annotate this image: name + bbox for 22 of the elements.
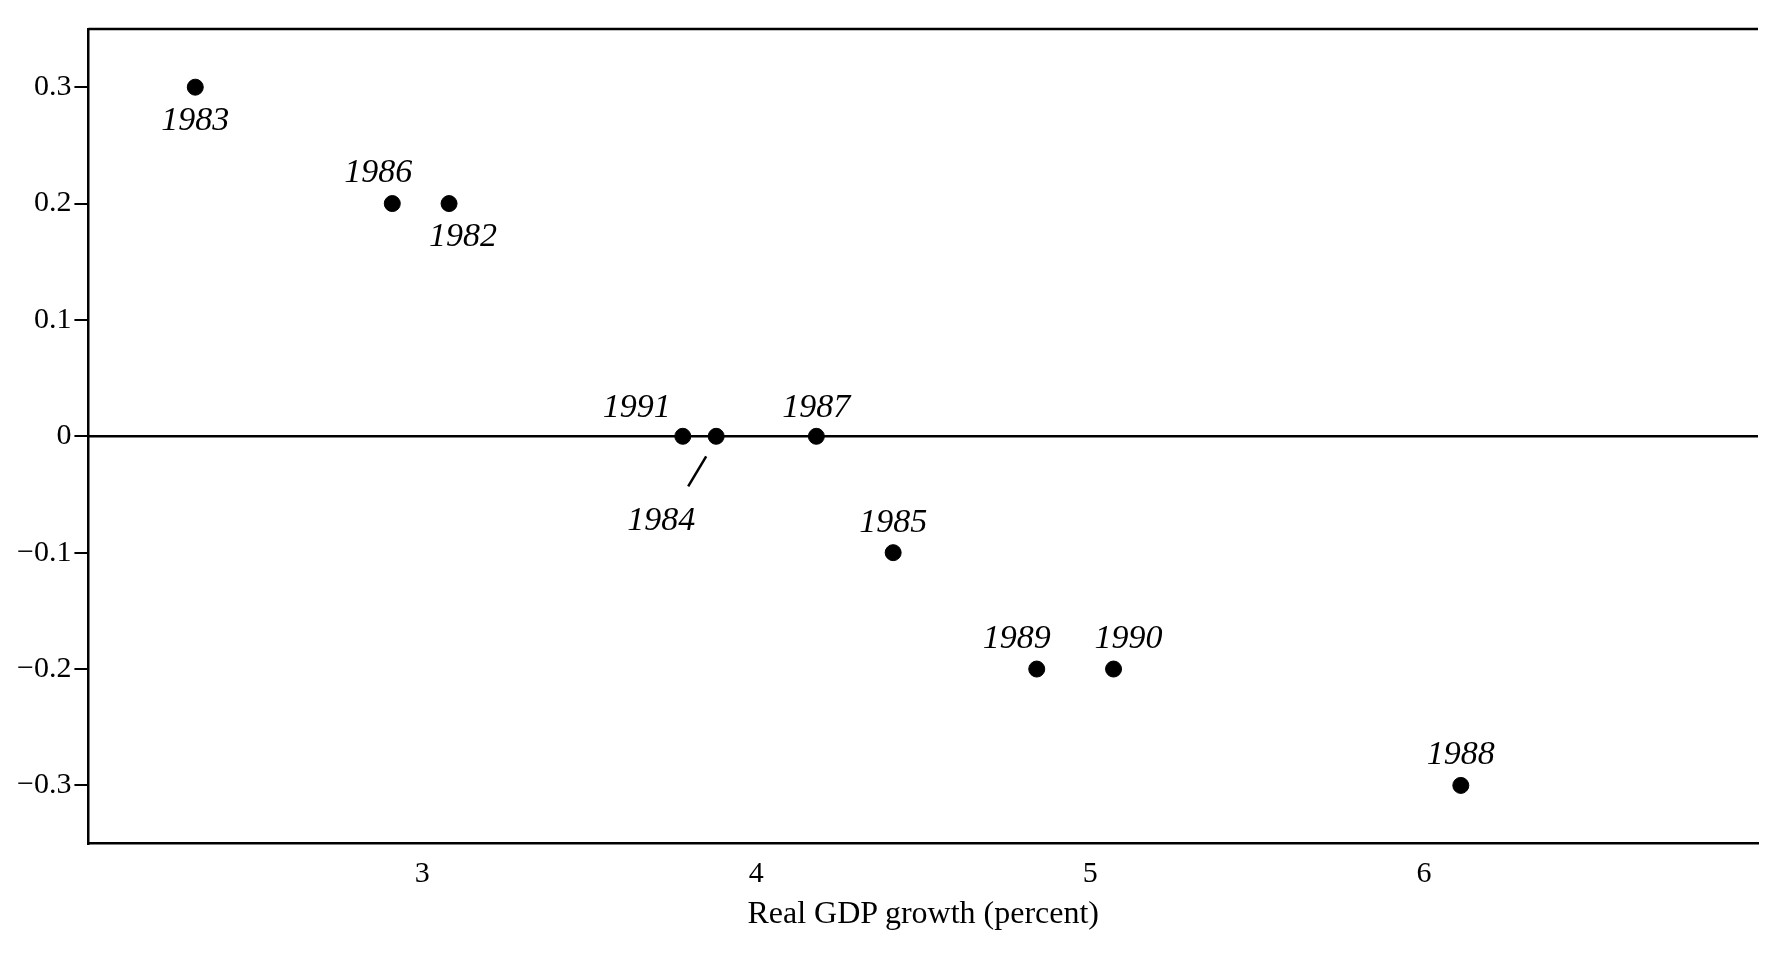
y-tick-label: 0 <box>56 417 72 451</box>
y-tick-label: −0.2 <box>17 649 72 683</box>
annotation: 1990 <box>1094 617 1163 655</box>
annotation: 1984 <box>627 500 696 538</box>
annotation: 1983 <box>161 100 230 138</box>
annotation: 1985 <box>859 501 928 539</box>
x-tick-label: 6 <box>1416 855 1432 889</box>
annotation: 1989 <box>982 617 1051 655</box>
annotation: 1982 <box>429 216 498 254</box>
annotation: 1991 <box>602 387 671 425</box>
y-tick-label: −0.3 <box>17 766 72 800</box>
annotation: 1987 <box>782 387 853 425</box>
annotation: 1988 <box>1426 734 1495 772</box>
x-axis-title: Real GDP growth (percent) <box>747 894 1100 931</box>
y-tick-label: 0.2 <box>33 184 72 218</box>
x-tick-label: 3 <box>414 855 430 889</box>
x-tick-label: 4 <box>748 855 764 889</box>
y-tick-label: −0.1 <box>17 533 72 567</box>
annotation: 1986 <box>344 152 413 190</box>
y-tick-label: 0.3 <box>33 68 72 102</box>
y-tick-label: 0.1 <box>33 300 72 334</box>
x-tick-label: 5 <box>1082 855 1098 889</box>
